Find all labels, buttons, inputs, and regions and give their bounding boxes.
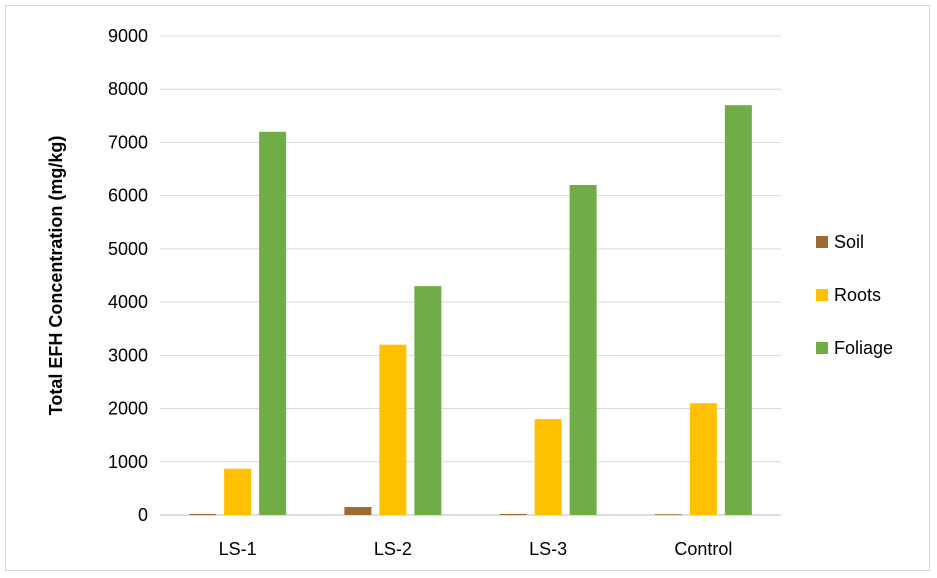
y-tick-labels: 0 1000 2000 3000 4000 5000 6000 7000 8000 9000: [108, 26, 148, 525]
y-tick-4000: 4000: [108, 292, 148, 312]
y-axis-label: Total EFH Concentration (mg/kg): [46, 136, 66, 416]
x-tick-labels: LS-1 LS-2 LS-3 Control: [219, 539, 733, 559]
x-tick-ls-1: LS-1: [219, 539, 257, 559]
y-tick-3000: 3000: [108, 345, 148, 365]
y-tick-8000: 8000: [108, 79, 148, 99]
legend-label-roots: Roots: [834, 285, 881, 305]
bar-chart: 0 1000 2000 3000 4000 5000 6000 7000 8000 9000 LS…: [46, 26, 893, 559]
y-tick-7000: 7000: [108, 132, 148, 152]
bar-soil-ls-3: [499, 513, 527, 515]
bar-foliage-ls-3: [569, 185, 597, 515]
y-tick-6000: 6000: [108, 186, 148, 206]
chart-frame: 0 1000 2000 3000 4000 5000 6000 7000 8000 9000 LS…: [5, 5, 930, 571]
y-tick-9000: 9000: [108, 26, 148, 46]
bar-foliage-ls-2: [414, 286, 442, 515]
y-tick-5000: 5000: [108, 239, 148, 259]
y-tick-1000: 1000: [108, 452, 148, 472]
legend-swatch-soil: [816, 236, 828, 248]
legend-label-foliage: Foliage: [834, 338, 893, 358]
legend-swatch-foliage: [816, 342, 828, 354]
bars: [189, 105, 752, 516]
x-tick-ls-3: LS-3: [529, 539, 567, 559]
y-tick-0: 0: [138, 505, 148, 525]
bar-roots-control: [689, 403, 717, 515]
bar-roots-ls-1: [224, 468, 252, 515]
x-tick-control: Control: [674, 539, 732, 559]
bar-soil-control: [654, 514, 682, 515]
x-tick-ls-2: LS-2: [374, 539, 412, 559]
bar-foliage-ls-1: [259, 131, 287, 516]
legend: Soil Roots Foliage: [816, 232, 893, 358]
gridlines: [160, 35, 781, 516]
bar-foliage-control: [724, 105, 752, 515]
legend-swatch-roots: [816, 289, 828, 301]
bar-soil-ls-2: [344, 507, 372, 515]
y-tick-2000: 2000: [108, 399, 148, 419]
bar-roots-ls-3: [534, 419, 562, 515]
legend-label-soil: Soil: [834, 232, 864, 252]
bar-roots-ls-2: [379, 344, 407, 515]
bar-soil-ls-1: [189, 513, 217, 515]
